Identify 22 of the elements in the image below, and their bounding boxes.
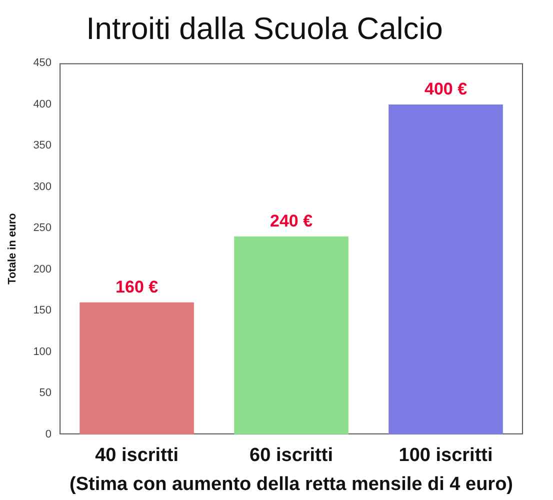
y-tick-label: 350	[33, 140, 52, 152]
y-tick-label: 250	[33, 222, 52, 234]
x-tick-label: 40 iscritti	[95, 445, 179, 466]
chart-title: Introiti dalla Scuola Calcio	[86, 11, 443, 46]
bar	[80, 302, 194, 434]
y-tick-label: 0	[45, 428, 52, 440]
y-tick-label: 400	[33, 98, 52, 110]
x-tick-label: 60 iscritti	[250, 445, 333, 466]
bar	[388, 104, 503, 434]
y-tick-label: 200	[33, 263, 52, 276]
x-axis-title: (Stima con aumento della retta mensile di 4 euro)	[70, 474, 514, 495]
data-label: 240 €	[270, 212, 314, 231]
y-tick-label: 150	[33, 304, 52, 317]
data-label: 400 €	[424, 80, 468, 99]
y-tick-label: 300	[33, 180, 52, 193]
bar	[234, 236, 348, 434]
y-tick-label: 100	[33, 346, 52, 358]
y-axis-title: Totale in euro	[6, 212, 19, 284]
y-tick-label: 50	[39, 387, 52, 400]
x-tick-label: 100 iscritti	[398, 445, 493, 466]
y-tick-label: 450	[33, 57, 52, 70]
data-label: 160 €	[116, 278, 159, 297]
